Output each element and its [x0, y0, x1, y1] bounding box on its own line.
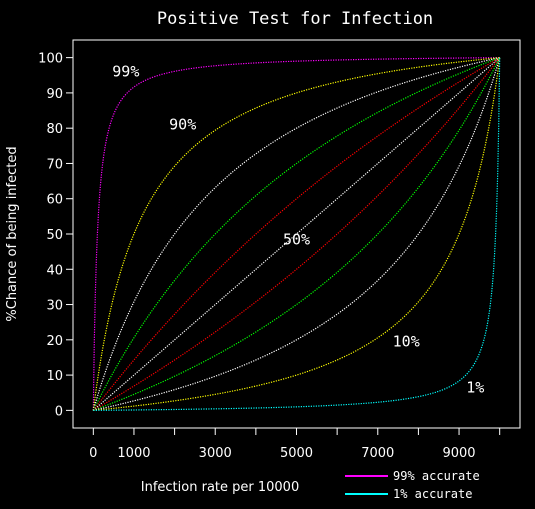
y-tick-label: 60 [46, 193, 63, 208]
y-axis: 0 10 20 30 40 50 60 70 80 90 100 [38, 52, 73, 419]
annotation-layer: 99% 90% 50% 10% 1% [112, 63, 484, 397]
legend: 99% accurate 1% accurate [345, 469, 480, 501]
x-tick-label: 1000 [117, 446, 150, 461]
series-line [92, 57, 500, 411]
legend-label: 1% accurate [393, 487, 472, 501]
series-layer [92, 57, 501, 411]
annotation-label: 50% [283, 230, 310, 248]
annotation-label: 99% [112, 63, 139, 81]
y-tick-label: 80 [46, 122, 63, 137]
legend-label: 99% accurate [393, 469, 480, 483]
x-tick-label: 9000 [442, 446, 475, 461]
series-line [93, 57, 501, 411]
y-tick-label: 20 [46, 334, 63, 349]
series-line [92, 57, 500, 411]
x-axis-label: Infection rate per 10000 [141, 480, 299, 495]
series-line [93, 57, 501, 411]
x-axis: 0 1000 3000 5000 7000 9000 [89, 428, 501, 461]
x-tick-label: 0 [89, 446, 97, 461]
y-tick-label: 90 [46, 87, 63, 102]
annotation-label: 10% [393, 333, 420, 351]
y-tick-label: 100 [38, 52, 63, 67]
y-tick-label: 40 [46, 263, 63, 278]
series-line [93, 57, 501, 411]
y-tick-label: 70 [46, 157, 63, 172]
chart-title: Positive Test for Infection [157, 9, 433, 29]
y-tick-label: 10 [46, 369, 63, 384]
series-line [92, 57, 500, 411]
series-line [93, 57, 501, 411]
x-tick-label: 7000 [361, 446, 394, 461]
y-axis-label: %Chance of being infected [5, 146, 20, 321]
series-line [92, 57, 500, 411]
x-tick-label: 3000 [199, 446, 232, 461]
series-line [92, 57, 501, 411]
annotation-label: 1% [466, 378, 484, 396]
y-tick-label: 0 [55, 404, 63, 419]
annotation-label: 90% [169, 116, 196, 134]
y-tick-label: 50 [46, 228, 63, 243]
y-tick-label: 30 [46, 299, 63, 314]
series-line [93, 57, 501, 411]
series-line [92, 57, 500, 411]
x-tick-label: 5000 [280, 446, 313, 461]
